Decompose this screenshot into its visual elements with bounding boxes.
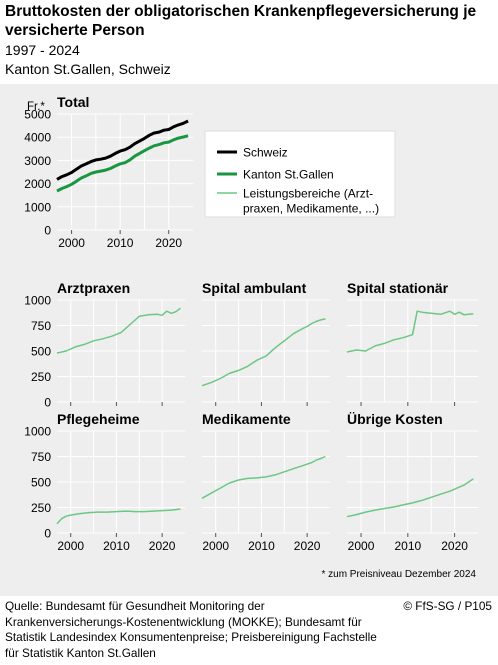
panel-title: Medikamente (202, 411, 291, 427)
panel-title: Pflegeheime (57, 411, 140, 427)
chart-panel-5: Pflegeheime 0 250 500 750 1000 2000 2010 2020 (24, 411, 185, 553)
page-title: Bruttokosten der obligatorischen Kranken… (5, 3, 477, 39)
chart-area: * zum Preisniveau Dezember 2024 Total 0 10… (0, 84, 498, 596)
x-tick-label: 2000 (58, 236, 85, 250)
panel-title: Spital ambulant (202, 280, 307, 296)
series-line-kanton-st-gallen (201, 455, 326, 499)
y-tick-label: 500 (31, 345, 51, 359)
series-line-kanton-st-gallen (56, 307, 181, 354)
series-line-kanton-st-gallen (56, 134, 189, 193)
x-tick-label: 2000 (202, 539, 229, 553)
chart-panel-4: Spital stationär (346, 280, 478, 406)
y-tick-label: 4000 (24, 131, 51, 145)
chart-panel-7: Übrige Kosten 2000 2010 2020 (346, 411, 478, 553)
legend-label: Kanton St.Gallen (243, 168, 334, 182)
series-line-kanton-st-gallen (346, 478, 474, 518)
legend: Schweiz Kanton St.Gallen Leistungsbereiche… (204, 130, 396, 218)
series-line-kanton-st-gallen (201, 318, 326, 387)
chart-svg: * zum Preisniveau Dezember 2024 Total 0 10… (0, 84, 498, 596)
chart-panel-2: Arztpraxen 0 250 500 750 1000 (24, 280, 185, 410)
footer-source: Quelle: Bundesamt für Gesundheit Monitor… (5, 599, 377, 660)
y-tick-label: 250 (31, 501, 51, 515)
chart-panel-1: Total 0 1000 2000 3000 4000 5000 2000 2010 2020 Fr… (24, 94, 193, 250)
y-tick-label: 0 (44, 396, 51, 410)
legend-label: praxen, Medikamente, ...) (243, 202, 379, 216)
x-tick-label: 2020 (441, 539, 468, 553)
subtitle-region: Kanton St.Gallen, Schweiz (5, 61, 171, 77)
y-tick-label: 2000 (24, 177, 51, 191)
y-tick-label: 1000 (24, 200, 51, 214)
y-tick-label: 750 (31, 450, 51, 464)
subtitle-years: 1997 - 2024 (5, 42, 80, 58)
series-line-schweiz (56, 119, 189, 181)
y-tick-label: 1000 (24, 294, 51, 308)
x-tick-label: 2020 (294, 539, 321, 553)
y-tick-label: 250 (31, 370, 51, 384)
y-tick-label: 0 (44, 224, 51, 238)
y-axis-label: Fr.* (27, 101, 45, 113)
x-tick-label: 2010 (103, 539, 130, 553)
y-tick-label: 500 (31, 476, 51, 490)
price-note: * zum Preisniveau Dezember 2024 (321, 569, 476, 580)
x-tick-label: 2000 (57, 539, 84, 553)
footer-copyright: © FfS-SG / P105 (403, 599, 492, 613)
legend-label: Leistungsbereiche (Arzt- (243, 187, 373, 201)
series-line-kanton-st-gallen (56, 508, 181, 525)
x-tick-label: 2010 (107, 236, 134, 250)
x-tick-label: 2010 (394, 539, 421, 553)
y-tick-label: 0 (44, 527, 51, 541)
panel-title: Arztpraxen (57, 280, 130, 296)
panel-title: Total (57, 94, 89, 110)
legend-label: Schweiz (243, 146, 288, 160)
panel-title: Spital stationär (347, 280, 449, 296)
y-tick-label: 750 (31, 319, 51, 333)
y-tick-label: 3000 (24, 154, 51, 168)
x-tick-label: 2010 (248, 539, 275, 553)
x-tick-label: 2000 (348, 539, 375, 553)
chart-panel-6: Medikamente 2000 2010 2020 (201, 411, 330, 553)
y-tick-label: 1000 (24, 425, 51, 439)
panel-title: Übrige Kosten (347, 411, 443, 427)
chart-panel-3: Spital ambulant (201, 280, 330, 406)
x-tick-label: 2020 (149, 539, 176, 553)
x-tick-label: 2020 (155, 236, 182, 250)
y-tick-label: 5000 (24, 108, 51, 122)
series-line-kanton-st-gallen (346, 310, 474, 353)
